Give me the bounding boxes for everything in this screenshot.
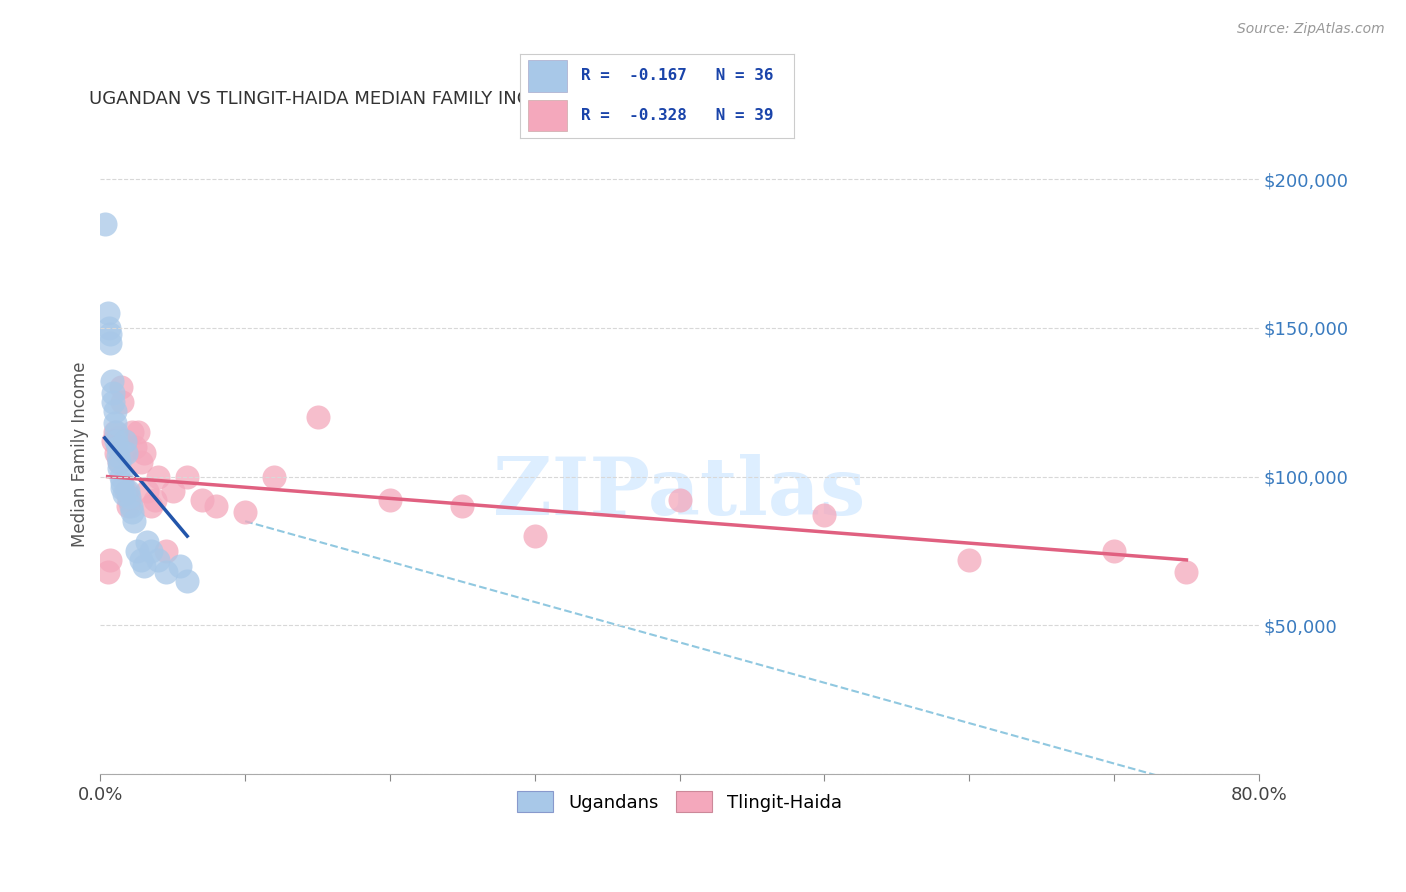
Point [176,469,198,483]
Point [1175,565,1198,579]
Point [135,484,157,499]
Point [132,446,155,460]
Point [114,434,136,448]
Point [97,565,120,579]
Point [155,565,177,579]
Point [155,544,177,558]
Point [668,493,690,508]
Point [263,469,285,483]
Point [190,493,212,508]
Text: R =  -0.328   N = 39: R = -0.328 N = 39 [581,108,773,123]
Point [813,508,835,523]
Legend: Ugandans, Tlingit-Haida: Ugandans, Tlingit-Haida [510,784,849,820]
Point [125,544,148,558]
Point [93,217,115,231]
Point [105,425,128,439]
Point [112,446,135,460]
Point [127,425,149,439]
Point [115,484,138,499]
Point [124,440,146,454]
Point [118,493,141,508]
Point [104,425,127,439]
Y-axis label: Median Family Income: Median Family Income [72,361,89,547]
Point [139,500,162,514]
Point [118,491,141,505]
Point [120,500,142,514]
Point [103,434,125,448]
Point [105,434,128,448]
Point [110,380,132,394]
Text: UGANDAN VS TLINGIT-HAIDA MEDIAN FAMILY INCOME CORRELATION CHART: UGANDAN VS TLINGIT-HAIDA MEDIAN FAMILY I… [89,90,770,108]
Point [100,335,122,350]
Text: Source: ZipAtlas.com: Source: ZipAtlas.com [1237,22,1385,37]
Point [957,553,980,567]
Point [135,535,157,549]
Point [97,306,120,320]
Point [111,395,134,409]
Point [100,326,122,341]
Point [115,446,138,460]
Point [105,446,128,460]
Point [1102,544,1125,558]
Point [129,553,152,567]
Point [104,404,127,418]
Point [122,514,145,528]
Point [101,375,124,389]
Bar [529,100,567,131]
Point [129,455,152,469]
Point [107,449,129,463]
Point [139,544,162,558]
Point [108,455,131,469]
Point [378,493,401,508]
Bar [529,61,567,92]
Point [148,469,170,483]
Point [121,425,143,439]
Point [103,386,125,401]
Point [108,460,131,475]
Point [103,395,125,409]
Point [107,431,129,445]
Point [451,500,474,514]
Point [108,455,131,469]
Text: R =  -0.167   N = 36: R = -0.167 N = 36 [581,69,773,84]
Point [117,500,139,514]
Point [176,574,198,588]
Point [110,469,132,483]
Point [112,487,135,501]
Point [169,558,191,573]
Point [205,500,228,514]
Point [117,484,139,499]
Point [111,482,134,496]
Point [233,505,256,519]
Point [98,321,121,335]
Point [307,410,329,425]
Point [111,475,134,490]
Point [523,529,546,543]
Point [145,493,167,508]
Point [148,553,170,567]
Point [114,434,136,448]
Text: ZIPatlas: ZIPatlas [494,454,866,532]
Point [121,505,143,519]
Point [104,416,127,430]
Point [162,484,184,499]
Point [107,440,129,454]
Point [100,553,122,567]
Point [132,558,155,573]
